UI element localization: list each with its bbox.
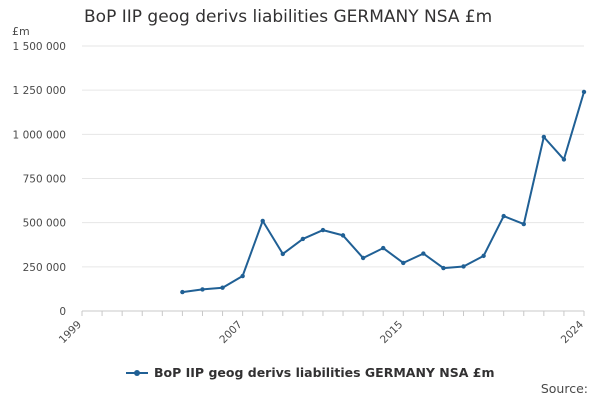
y-tick-label: 250 000 <box>23 262 66 274</box>
data-point[interactable] <box>421 251 426 256</box>
gridlines <box>82 45 584 312</box>
data-point[interactable] <box>320 227 326 233</box>
data-point[interactable] <box>280 251 285 257</box>
data-point[interactable] <box>581 89 587 95</box>
legend-dot-marker <box>134 369 140 376</box>
data-point[interactable] <box>220 285 225 290</box>
data-point[interactable] <box>381 245 386 251</box>
x-tick-label: 2007 <box>217 319 244 346</box>
y-axis-ticks: 0 250 000 500 000 750 000 1 000 000 1 250 000… <box>13 41 66 318</box>
data-point[interactable] <box>481 253 486 259</box>
data-point[interactable] <box>521 221 526 227</box>
y-tick-label: 0 <box>59 306 66 318</box>
x-tick-label: 2015 <box>378 319 405 346</box>
data-point[interactable] <box>541 134 547 140</box>
y-tick-label: 1 250 000 <box>13 85 66 97</box>
y-tick-label: 1 500 000 <box>13 41 66 53</box>
data-point[interactable] <box>561 157 567 162</box>
data-point[interactable] <box>240 273 245 279</box>
source-label: Source: <box>540 381 588 396</box>
data-point[interactable] <box>360 255 366 261</box>
chart-title: BoP IIP geog derivs liabilities GERMANY … <box>84 7 493 27</box>
y-unit-label: £m <box>12 25 30 38</box>
data-point[interactable] <box>260 218 265 224</box>
legend-swatch <box>126 368 148 378</box>
y-tick-label: 750 000 <box>23 174 66 186</box>
y-tick-label: 500 000 <box>23 218 66 230</box>
data-point[interactable] <box>340 233 346 238</box>
data-point[interactable] <box>180 289 185 295</box>
legend[interactable]: BoP IIP geog derivs liabilities GERMANY … <box>126 365 495 380</box>
series-line <box>182 91 585 294</box>
x-tick-label: 1999 <box>57 319 84 346</box>
data-point[interactable] <box>461 264 466 269</box>
data-point[interactable] <box>441 265 446 271</box>
data-point[interactable] <box>300 236 306 242</box>
data-point[interactable] <box>401 260 406 266</box>
y-tick-label: 1 000 000 <box>13 129 66 141</box>
data-point[interactable] <box>200 287 205 292</box>
series-layer <box>180 89 587 295</box>
x-tick-label: 2024 <box>559 318 587 346</box>
x-axis-ticks: 1999 2007 2015 2024 <box>57 311 587 346</box>
data-point[interactable] <box>501 213 506 219</box>
legend-label: BoP IIP geog derivs liabilities GERMANY … <box>154 365 495 380</box>
